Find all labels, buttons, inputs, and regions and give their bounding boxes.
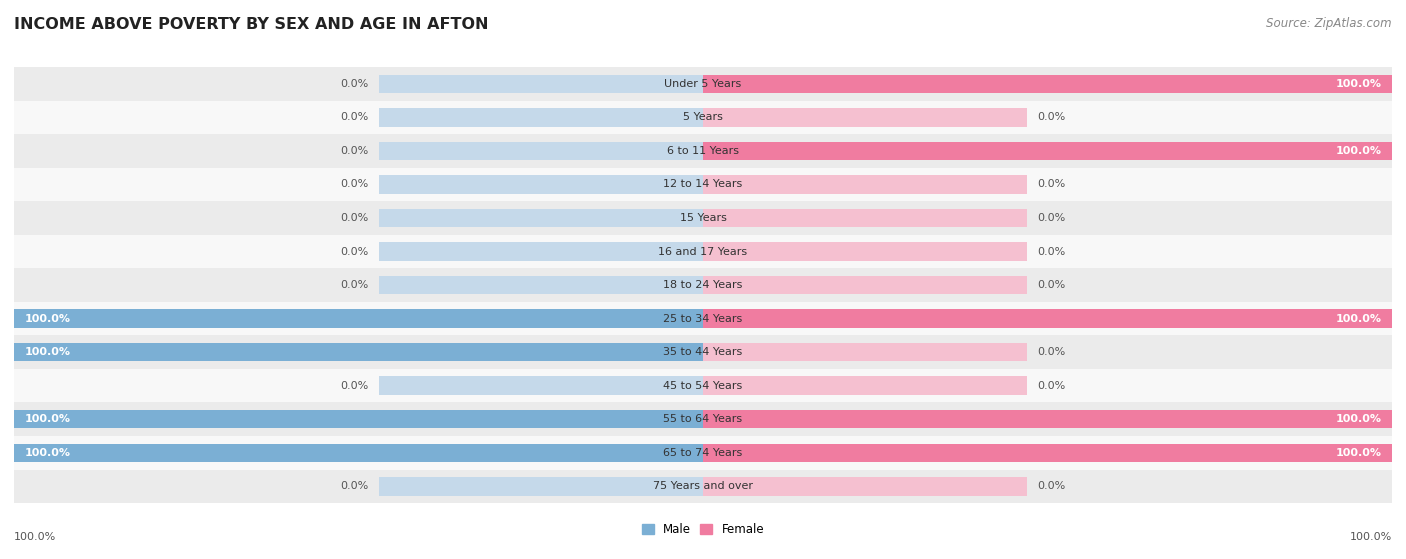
Text: 0.0%: 0.0%: [340, 112, 368, 122]
Text: 100.0%: 100.0%: [24, 414, 70, 424]
Bar: [380, 276, 703, 294]
Text: 100.0%: 100.0%: [1336, 448, 1382, 458]
Bar: [703, 410, 1392, 429]
Bar: [380, 209, 703, 227]
Bar: [380, 343, 703, 362]
Bar: [703, 243, 1026, 260]
Text: 12 to 14 Years: 12 to 14 Years: [664, 179, 742, 190]
Text: 6 to 11 Years: 6 to 11 Years: [666, 146, 740, 156]
Text: Source: ZipAtlas.com: Source: ZipAtlas.com: [1267, 17, 1392, 30]
Bar: [380, 377, 703, 395]
Bar: [703, 377, 1026, 395]
Bar: [703, 74, 1392, 93]
Text: 100.0%: 100.0%: [1336, 146, 1382, 156]
Text: 100.0%: 100.0%: [1336, 79, 1382, 89]
Bar: [703, 175, 1026, 193]
Bar: [703, 444, 1392, 462]
Text: 100.0%: 100.0%: [24, 347, 70, 357]
Bar: [14, 168, 1392, 201]
Text: 0.0%: 0.0%: [1038, 247, 1066, 257]
Bar: [14, 436, 1392, 470]
Text: 0.0%: 0.0%: [1038, 179, 1066, 190]
Bar: [14, 470, 1392, 503]
Text: 0.0%: 0.0%: [340, 179, 368, 190]
Bar: [14, 444, 703, 462]
Text: 25 to 34 Years: 25 to 34 Years: [664, 314, 742, 324]
Bar: [703, 310, 1392, 328]
Bar: [14, 369, 1392, 402]
Bar: [380, 410, 703, 429]
Bar: [14, 302, 1392, 335]
Text: 0.0%: 0.0%: [340, 381, 368, 391]
Text: 45 to 54 Years: 45 to 54 Years: [664, 381, 742, 391]
Bar: [14, 310, 703, 328]
Bar: [380, 175, 703, 193]
Text: 0.0%: 0.0%: [340, 247, 368, 257]
Text: 55 to 64 Years: 55 to 64 Years: [664, 414, 742, 424]
Text: 100.0%: 100.0%: [1350, 532, 1392, 542]
Bar: [703, 444, 1026, 462]
Bar: [14, 343, 703, 362]
Text: 0.0%: 0.0%: [1038, 481, 1066, 491]
Text: INCOME ABOVE POVERTY BY SEX AND AGE IN AFTON: INCOME ABOVE POVERTY BY SEX AND AGE IN A…: [14, 17, 488, 32]
Bar: [380, 477, 703, 496]
Bar: [703, 108, 1026, 126]
Text: 100.0%: 100.0%: [24, 314, 70, 324]
Bar: [703, 410, 1026, 429]
Text: 0.0%: 0.0%: [340, 213, 368, 223]
Bar: [14, 101, 1392, 134]
Bar: [703, 276, 1026, 294]
Text: 0.0%: 0.0%: [1038, 213, 1066, 223]
Bar: [14, 201, 1392, 235]
Text: 100.0%: 100.0%: [14, 532, 56, 542]
Text: 100.0%: 100.0%: [24, 448, 70, 458]
Legend: Male, Female: Male, Female: [637, 518, 769, 541]
Bar: [703, 142, 1026, 160]
Bar: [14, 410, 703, 429]
Text: 0.0%: 0.0%: [340, 146, 368, 156]
Bar: [703, 477, 1026, 496]
Text: 100.0%: 100.0%: [1336, 414, 1382, 424]
Text: 65 to 74 Years: 65 to 74 Years: [664, 448, 742, 458]
Bar: [380, 142, 703, 160]
Text: 5 Years: 5 Years: [683, 112, 723, 122]
Bar: [380, 444, 703, 462]
Text: 75 Years and over: 75 Years and over: [652, 481, 754, 491]
Bar: [703, 343, 1026, 362]
Bar: [14, 134, 1392, 168]
Text: 100.0%: 100.0%: [1336, 314, 1382, 324]
Bar: [703, 142, 1392, 160]
Bar: [703, 74, 1026, 93]
Text: 16 and 17 Years: 16 and 17 Years: [658, 247, 748, 257]
Bar: [380, 108, 703, 126]
Bar: [14, 67, 1392, 101]
Text: 0.0%: 0.0%: [1038, 381, 1066, 391]
Bar: [14, 235, 1392, 268]
Text: 0.0%: 0.0%: [1038, 347, 1066, 357]
Text: Under 5 Years: Under 5 Years: [665, 79, 741, 89]
Bar: [14, 335, 1392, 369]
Text: 0.0%: 0.0%: [1038, 280, 1066, 290]
Bar: [380, 243, 703, 260]
Text: 35 to 44 Years: 35 to 44 Years: [664, 347, 742, 357]
Bar: [14, 268, 1392, 302]
Bar: [14, 402, 1392, 436]
Text: 15 Years: 15 Years: [679, 213, 727, 223]
Bar: [380, 310, 703, 328]
Text: 0.0%: 0.0%: [340, 280, 368, 290]
Text: 0.0%: 0.0%: [340, 481, 368, 491]
Bar: [703, 310, 1026, 328]
Bar: [380, 74, 703, 93]
Text: 0.0%: 0.0%: [340, 79, 368, 89]
Text: 18 to 24 Years: 18 to 24 Years: [664, 280, 742, 290]
Bar: [703, 209, 1026, 227]
Text: 0.0%: 0.0%: [1038, 112, 1066, 122]
